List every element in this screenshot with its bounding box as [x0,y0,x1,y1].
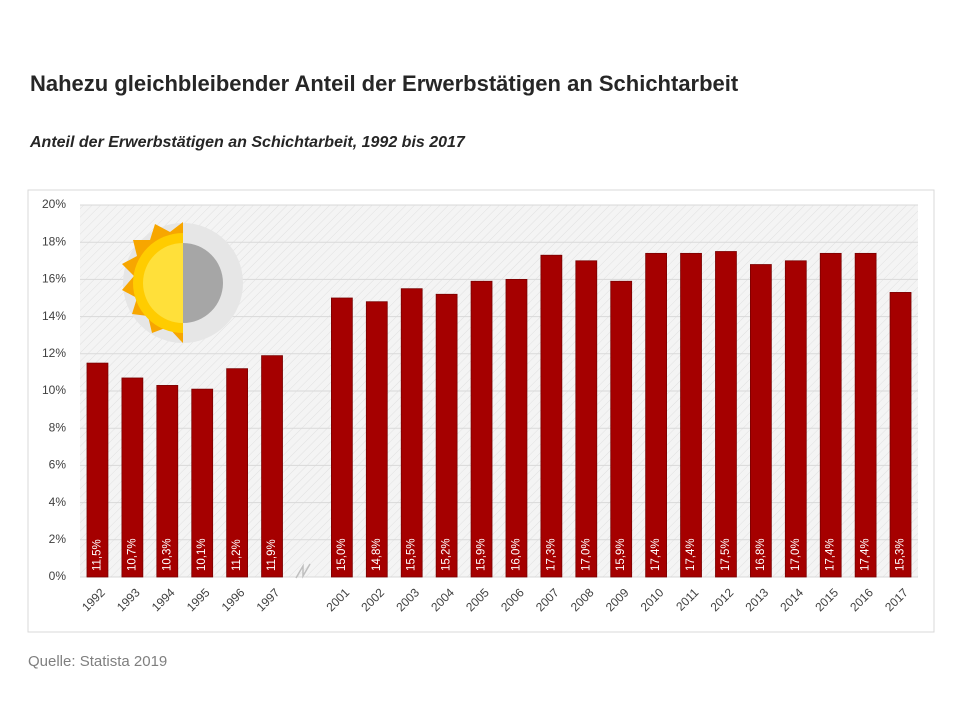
chart-title: Nahezu gleichbleibender Anteil der Erwer… [30,71,739,96]
bar [750,264,772,578]
bar [575,260,598,578]
y-tick-label: 10% [42,383,66,397]
value-label: 17,3% [545,538,557,571]
value-label: 10,3% [161,538,173,571]
bar [261,355,283,578]
y-tick-label: 6% [49,458,67,472]
y-tick-label: 12% [42,346,66,360]
value-label: 17,4% [650,538,662,571]
bar [610,280,633,578]
bar [156,385,179,578]
bar [505,278,528,578]
bar [680,252,702,578]
value-label: 17,4% [825,538,837,571]
bar [819,252,842,578]
value-label: 17,5% [720,538,732,571]
source: Quelle: Statista 2019 [28,653,167,670]
value-label: 15,5% [406,538,418,571]
value-label: 15,3% [895,538,907,571]
axis-break [295,563,311,579]
y-tick-label: 14% [42,309,66,323]
value-label: 15,0% [336,538,348,571]
value-label: 17,0% [580,538,592,571]
value-label: 11,5% [91,539,103,571]
bar [435,293,458,578]
bar [470,280,493,578]
y-tick-label: 18% [42,234,66,248]
bar [226,368,248,578]
bar [889,292,912,578]
value-label: 15,9% [615,538,627,571]
value-label: 10,1% [196,538,208,571]
value-label: 15,9% [476,538,488,571]
bar [121,377,144,578]
y-tick-label: 2% [49,532,67,546]
bar [86,362,109,578]
value-label: 11,2% [231,539,243,571]
bar [540,254,563,578]
bars: 11,5% 10,7% 10,3% 10,1% 11,2% 11,9% 15,0% 14,8%… [86,251,912,578]
bar [191,388,214,578]
bar [784,260,807,578]
value-label: 11,9% [266,539,278,571]
value-label: 17,4% [685,538,697,571]
bar [854,252,877,578]
bar [715,251,737,578]
value-label: 16,0% [510,538,522,571]
value-label: 14,8% [371,538,383,571]
value-label: 17,4% [860,538,872,571]
y-tick-label: 8% [49,420,67,434]
y-tick-label: 0% [49,569,67,583]
bar [365,301,388,578]
value-label: 17,0% [790,538,802,571]
value-label: 15,2% [441,538,453,571]
value-label: 10,7% [126,538,138,571]
y-tick-label: 20% [42,197,66,211]
sun-icon [122,222,243,343]
y-tick-label: 16% [42,272,66,286]
chart-subtitle: Anteil der Erwerbstätigen an Schichtarbe… [29,134,466,151]
value-label: 16,8% [755,538,767,571]
bar [400,288,423,578]
bar [330,297,353,578]
bar [645,252,668,578]
y-tick-label: 4% [49,495,67,509]
